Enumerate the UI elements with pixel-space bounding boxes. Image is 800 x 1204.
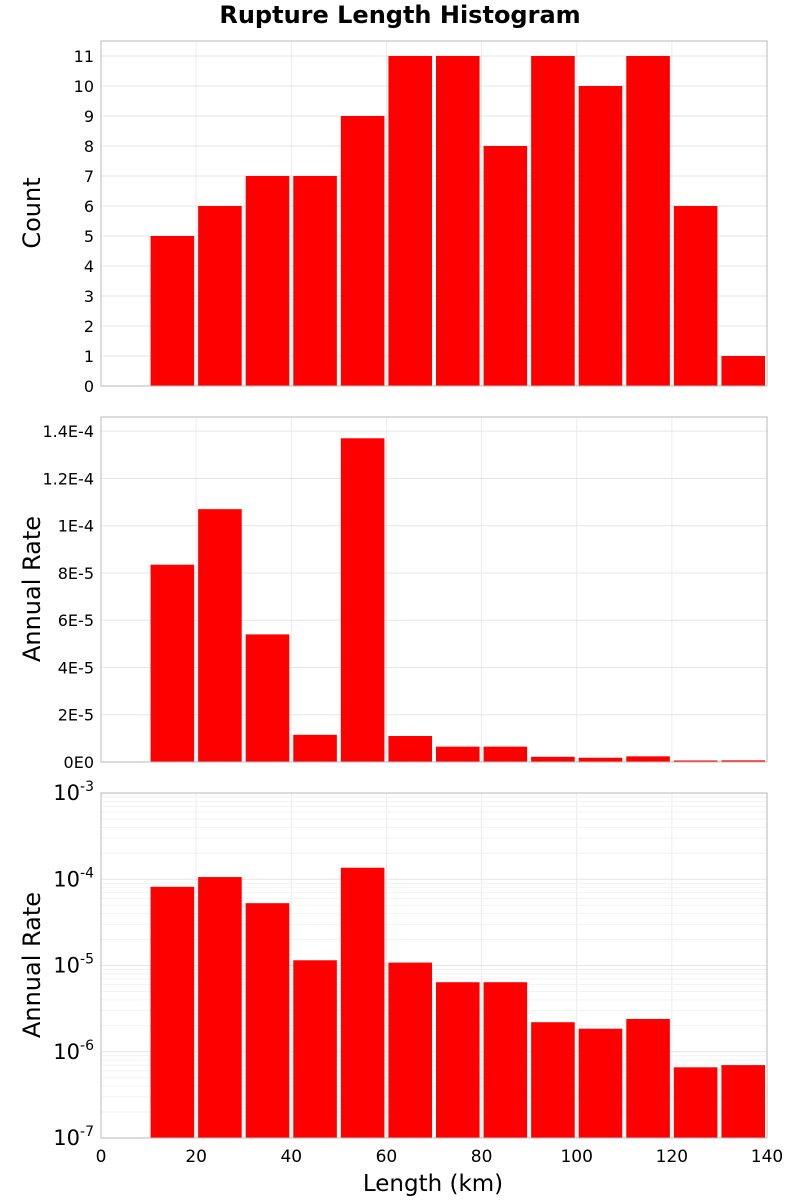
bar — [483, 746, 528, 762]
plot-frame — [100, 416, 768, 763]
y-tick-label: 10-4 — [53, 865, 94, 891]
bar — [340, 438, 385, 762]
bar — [245, 176, 290, 386]
x-tick-label: 120 — [656, 1147, 688, 1167]
bar — [673, 206, 718, 386]
y-tick-label: 8 — [84, 137, 94, 156]
bar — [150, 886, 195, 1138]
bar — [293, 176, 337, 386]
y-tick-label: 11 — [74, 47, 94, 66]
x-tick-label: 0 — [96, 1147, 107, 1167]
y-tick-label: 1E-4 — [58, 517, 94, 536]
y-tick-label: 4 — [84, 257, 94, 276]
bar — [531, 56, 575, 386]
y-tick-label: 1.4E-4 — [42, 422, 94, 441]
x-tick-label: 140 — [751, 1147, 783, 1167]
y-tick-label: 4E-5 — [58, 658, 94, 677]
y-axis-label: Annual Rate — [18, 892, 46, 1038]
chart-title: Rupture Length Histogram — [219, 1, 580, 29]
bar — [626, 1018, 670, 1138]
x-axis-label: Length (km) — [363, 1171, 503, 1197]
chart-panel-1: 0 1 2 3 4 5 6 7 8 9 10 11 Count — [18, 40, 768, 396]
y-tick-label: 7 — [84, 167, 94, 186]
x-tick-label: 60 — [376, 1147, 398, 1167]
x-tick-label: 100 — [560, 1147, 592, 1167]
bar — [578, 1028, 623, 1138]
bar — [436, 746, 480, 762]
y-tick-label: 1.2E-4 — [42, 469, 94, 488]
y-tick-label: 6E-5 — [58, 611, 94, 630]
bar — [436, 56, 480, 386]
bar — [483, 146, 528, 386]
plot-frame — [100, 40, 768, 387]
bar — [198, 509, 242, 762]
plot-frame — [100, 792, 768, 1139]
bar — [531, 1022, 575, 1138]
bar — [245, 634, 290, 762]
y-tick-label: 0 — [84, 377, 94, 396]
bar — [626, 56, 670, 386]
bar — [293, 734, 337, 762]
bar — [340, 867, 385, 1138]
y-tick-label: 3 — [84, 287, 94, 306]
y-tick-label: 2 — [84, 317, 94, 336]
y-tick-label: 9 — [84, 107, 94, 126]
chart-panel-3: 10-7 10-6 10-5 10-4 10-3 Annual Rate — [18, 779, 768, 1150]
y-tick-label: 10 — [74, 77, 94, 96]
bar — [340, 116, 385, 386]
bar — [483, 982, 528, 1138]
y-axis-label: Annual Rate — [18, 516, 46, 662]
bar — [388, 962, 432, 1138]
y-tick-label: 10-6 — [53, 1038, 94, 1064]
y-tick-label: 10-3 — [53, 779, 94, 805]
bar — [721, 1065, 765, 1138]
bar — [245, 903, 290, 1138]
bar — [531, 756, 575, 762]
x-tick-label: 40 — [280, 1147, 302, 1167]
chart-panel-2: 0E0 2E-5 4E-5 6E-5 8E-5 1E-4 1.2E-4 1.4E-4 Annua… — [18, 416, 768, 772]
y-tick-label: 10-7 — [53, 1124, 94, 1150]
bar — [721, 356, 765, 386]
bar — [673, 1067, 718, 1138]
y-tick-label: 6 — [84, 197, 94, 216]
y-tick-label: 8E-5 — [58, 564, 94, 583]
bar — [626, 756, 670, 762]
y-tick-label: 2E-5 — [58, 706, 94, 725]
bar — [436, 982, 480, 1138]
y-tick-label: 1 — [84, 347, 94, 366]
bar — [388, 56, 432, 386]
bar — [198, 206, 242, 386]
y-tick-label: 0E0 — [64, 753, 94, 772]
x-tick-label: 80 — [471, 1147, 493, 1167]
bar — [198, 877, 242, 1138]
y-tick-label: 5 — [84, 227, 94, 246]
bar — [293, 960, 337, 1138]
bar — [388, 736, 432, 762]
x-tick-label: 20 — [185, 1147, 207, 1167]
bar — [578, 757, 623, 762]
bar — [721, 760, 765, 762]
y-tick-label: 10-5 — [53, 952, 94, 978]
bar — [150, 564, 195, 762]
bar — [673, 760, 718, 762]
bar — [150, 236, 195, 386]
bar — [578, 86, 623, 386]
y-axis-label: Count — [18, 177, 46, 248]
